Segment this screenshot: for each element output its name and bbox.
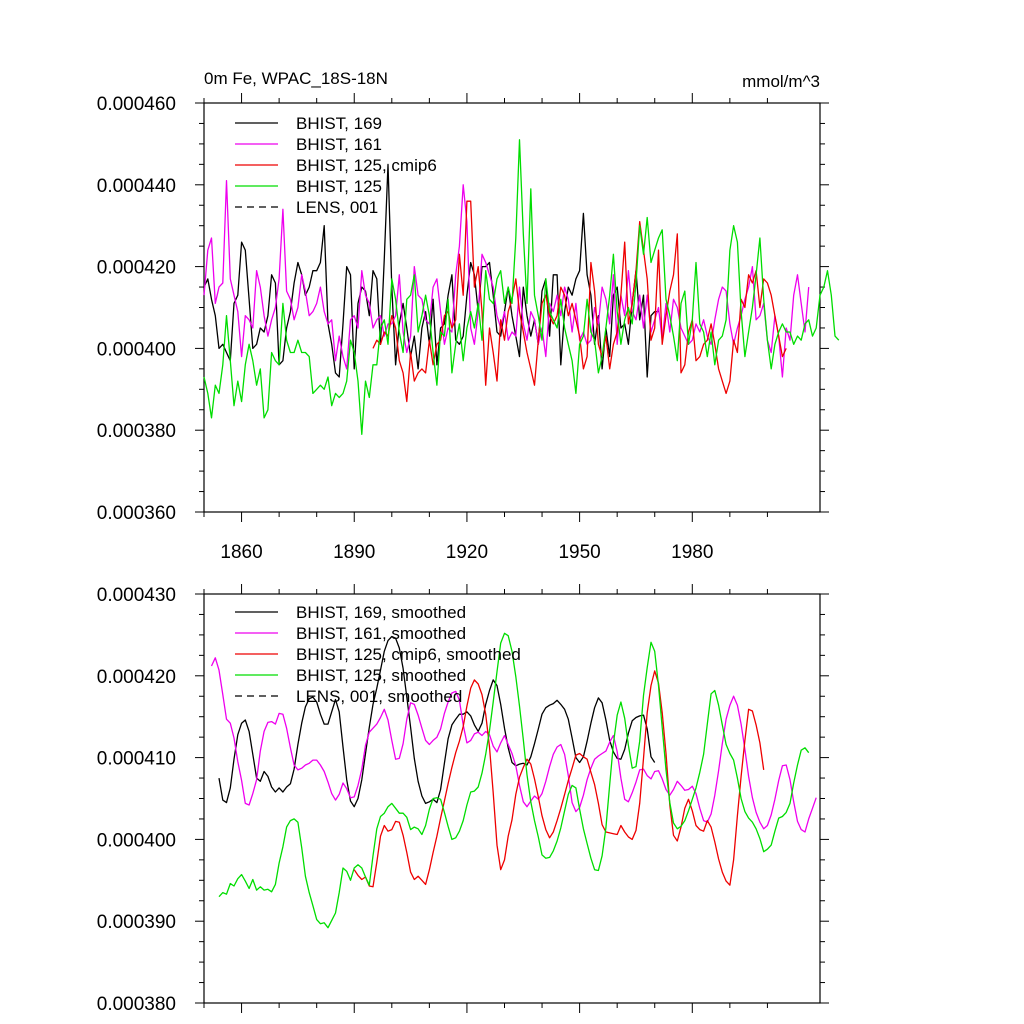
bottom-panel: 0.000380 0.000390 0.000400 0.000410 0.000420… (97, 584, 829, 1015)
x-tick-label: 1950 (558, 542, 600, 563)
x-tick-label: 1920 (446, 542, 488, 563)
y-tick-label: 0.000430 (97, 585, 176, 606)
y-tick-label: 0.000380 (97, 994, 176, 1015)
y-tick-label: 0.000400 (97, 339, 176, 360)
series-line-0 (218, 635, 656, 808)
chart-title-left: 0m Fe, WPAC_18S-18N (204, 69, 388, 88)
series-line-1 (210, 657, 817, 833)
legend-label: BHIST, 169 (296, 114, 382, 133)
y-tick-label: 0.000380 (97, 421, 176, 442)
legend-label: BHIST, 161, smoothed (296, 624, 466, 643)
series-line-2 (372, 200, 787, 403)
y-tick-label: 0.000400 (97, 830, 176, 851)
y-tick-label: 0.000420 (97, 667, 176, 688)
y-tick-label: 0.000410 (97, 749, 176, 770)
x-tick-label: 1860 (220, 542, 262, 563)
legend-label: BHIST, 161 (296, 135, 382, 154)
chart-title-right: mmol/m^3 (742, 72, 820, 91)
top-panel: 0.000360 0.000380 0.000400 0.000420 0.000440… (97, 93, 840, 563)
series-line-3 (203, 139, 840, 435)
legend-label: BHIST, 125, cmip6, smoothed (296, 645, 521, 664)
y-tick-label: 0.000360 (97, 503, 176, 524)
series-line-2 (353, 670, 765, 888)
x-tick-label: 1980 (671, 542, 713, 563)
x-tick-label: 1890 (333, 542, 375, 563)
legend-label: BHIST, 125, smoothed (296, 666, 466, 685)
legend-label: BHIST, 169, smoothed (296, 603, 466, 622)
series-line-3 (218, 632, 810, 929)
legend-label: BHIST, 125 (296, 177, 382, 196)
legend-label: BHIST, 125, cmip6 (296, 156, 437, 175)
legend-label: LENS, 001, smoothed (296, 687, 462, 706)
y-tick-label: 0.000390 (97, 912, 176, 933)
y-tick-label: 0.000420 (97, 258, 176, 279)
legend-label: LENS, 001 (296, 198, 378, 217)
y-tick-label: 0.000440 (97, 176, 176, 197)
y-tick-label: 0.000460 (97, 94, 176, 115)
